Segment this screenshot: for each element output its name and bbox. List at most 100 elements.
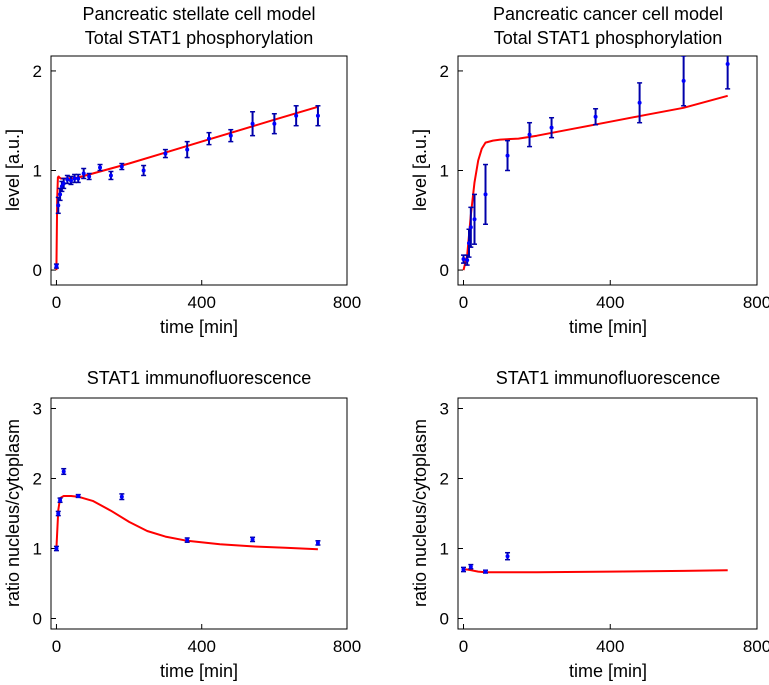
x-axis-label: time [min] <box>160 661 238 681</box>
x-tick-label: 0 <box>52 637 61 656</box>
panel-title: STAT1 immunofluorescence <box>496 368 720 388</box>
data-point <box>163 151 168 156</box>
y-tick-label: 1 <box>440 540 449 559</box>
data-point <box>465 258 470 263</box>
data-point <box>294 113 299 118</box>
data-point <box>54 546 59 551</box>
data-point <box>250 121 255 126</box>
y-tick-label: 2 <box>440 470 449 489</box>
data-point <box>505 153 510 158</box>
panel-title-line2: Total STAT1 phosphorylation <box>85 28 313 48</box>
x-axis-label: time [min] <box>569 317 647 337</box>
y-tick-label: 2 <box>33 62 42 81</box>
data-point <box>119 494 124 499</box>
data-point <box>725 61 730 66</box>
data-point <box>461 257 466 262</box>
data-point <box>483 569 488 574</box>
y-tick-label: 2 <box>33 470 42 489</box>
data-point <box>61 469 66 474</box>
data-point <box>81 171 86 176</box>
x-tick-label: 0 <box>459 293 468 312</box>
plot-area <box>457 397 758 630</box>
x-axis-label: time [min] <box>160 317 238 337</box>
data-point <box>54 264 59 269</box>
panel-title-line1: Pancreatic cancer cell model <box>493 4 723 24</box>
data-point <box>472 217 477 222</box>
y-tick-label: 0 <box>33 261 42 280</box>
model-curve <box>462 94 728 271</box>
data-point <box>61 181 66 186</box>
data-point <box>468 225 473 230</box>
x-tick-label: 800 <box>333 637 361 656</box>
data-point <box>250 537 255 542</box>
data-point <box>549 125 554 130</box>
plot-content <box>53 467 321 552</box>
x-tick-label: 800 <box>743 637 769 656</box>
plot-area <box>457 55 758 286</box>
y-axis-label: ratio nucleus/cytoplasm <box>3 419 23 607</box>
y-axis-label: ratio nucleus/cytoplasm <box>410 419 430 607</box>
panel-stellate-immunofluorescence: STAT1 immunofluorescence time [min] rati… <box>3 368 348 681</box>
data-point <box>461 567 466 572</box>
data-point <box>68 178 73 183</box>
data-point <box>87 174 92 179</box>
data-point <box>185 538 190 543</box>
panel-1-marks: 0 400 800 0 1 2 <box>33 62 362 312</box>
model-curve <box>463 568 728 574</box>
y-axis-label: level [a.u.] <box>410 129 430 211</box>
data-point <box>56 511 61 516</box>
plot-area <box>50 397 348 630</box>
panel-3-marks: 0 400 800 0 1 2 3 <box>33 400 362 657</box>
data-point <box>483 192 488 197</box>
data-point <box>468 564 473 569</box>
y-tick-label: 1 <box>33 540 42 559</box>
x-tick-label: 400 <box>596 637 624 656</box>
plot-content <box>461 56 731 271</box>
data-point <box>98 165 103 170</box>
data-point <box>119 164 124 169</box>
data-point <box>272 121 277 126</box>
panel-title-line2: Total STAT1 phosphorylation <box>494 28 722 48</box>
x-tick-label: 0 <box>52 293 61 312</box>
panel-4-marks: 0 400 800 0 1 2 3 <box>440 400 769 657</box>
data-point <box>593 114 598 119</box>
x-tick-label: 400 <box>596 293 624 312</box>
y-tick-label: 3 <box>33 400 42 419</box>
y-tick-label: 0 <box>33 610 42 629</box>
data-point <box>56 203 61 208</box>
data-point <box>58 192 63 197</box>
data-point <box>315 113 320 118</box>
x-axis-label: time [min] <box>569 661 647 681</box>
y-tick-label: 0 <box>440 261 449 280</box>
y-tick-label: 3 <box>440 400 449 419</box>
data-point <box>315 540 320 545</box>
data-point <box>637 100 642 105</box>
y-tick-label: 1 <box>33 162 42 181</box>
data-point <box>65 177 70 182</box>
plot-content <box>53 105 321 271</box>
data-point <box>206 136 211 141</box>
x-tick-label: 400 <box>188 293 216 312</box>
panel-title-line1: Pancreatic stellate cell model <box>82 4 315 24</box>
x-tick-label: 800 <box>333 293 361 312</box>
data-point <box>58 498 63 503</box>
y-tick-label: 0 <box>440 610 449 629</box>
panel-title: STAT1 immunofluorescence <box>87 368 311 388</box>
data-point <box>185 147 190 152</box>
x-tick-label: 0 <box>459 637 468 656</box>
panel-2-marks: 0 400 800 0 1 2 <box>440 56 769 312</box>
data-point <box>505 554 510 559</box>
data-point <box>681 78 686 83</box>
data-point <box>228 133 233 138</box>
y-tick-label: 2 <box>440 62 449 81</box>
data-point <box>141 168 146 173</box>
data-point <box>527 132 532 137</box>
x-tick-label: 800 <box>743 293 769 312</box>
x-tick-label: 400 <box>188 637 216 656</box>
data-point <box>108 173 113 178</box>
chart-marks: 0 400 800 0 1 2 0 400 800 0 1 2 0 400 800 0 1 2 3 0 400 800 0 1… <box>33 56 769 657</box>
y-axis-label: level [a.u.] <box>3 129 23 211</box>
plot-content <box>461 551 728 574</box>
data-point <box>76 494 81 498</box>
